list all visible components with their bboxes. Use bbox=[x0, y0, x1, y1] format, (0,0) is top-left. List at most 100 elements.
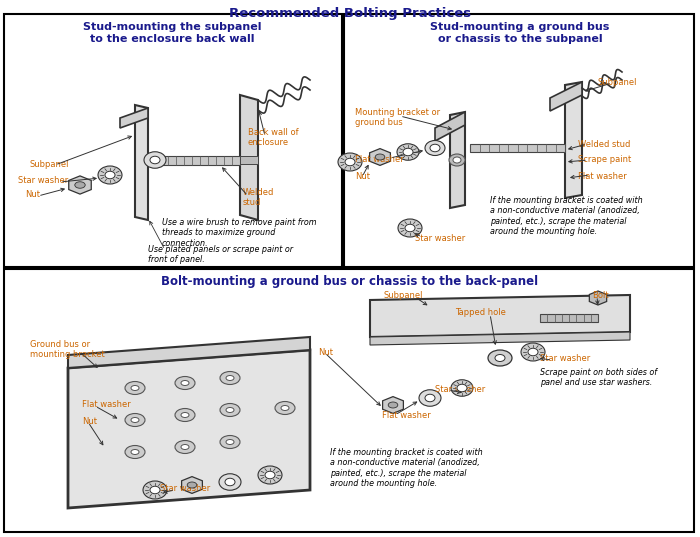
Polygon shape bbox=[435, 112, 465, 141]
Ellipse shape bbox=[258, 466, 282, 484]
Text: Flat washer: Flat washer bbox=[82, 400, 131, 409]
FancyBboxPatch shape bbox=[240, 156, 258, 164]
Text: Use a wire brush to remove paint from
threads to maximize ground
connection.: Use a wire brush to remove paint from th… bbox=[162, 218, 316, 248]
Polygon shape bbox=[450, 112, 465, 208]
Text: Star washer: Star washer bbox=[540, 354, 590, 363]
Ellipse shape bbox=[226, 375, 234, 381]
Text: If the mounting bracket is coated with
a non-conductive material (anodized,
pain: If the mounting bracket is coated with a… bbox=[490, 196, 643, 236]
Ellipse shape bbox=[453, 157, 461, 163]
Text: Flat washer: Flat washer bbox=[382, 411, 430, 420]
Ellipse shape bbox=[449, 154, 465, 166]
Ellipse shape bbox=[125, 413, 145, 426]
Ellipse shape bbox=[405, 224, 415, 232]
Ellipse shape bbox=[425, 394, 435, 402]
Text: Bolt: Bolt bbox=[592, 291, 608, 300]
Text: Bolt-mounting a ground bus or chassis to the back-panel: Bolt-mounting a ground bus or chassis to… bbox=[162, 275, 538, 288]
Ellipse shape bbox=[181, 445, 189, 449]
Polygon shape bbox=[370, 295, 630, 337]
Ellipse shape bbox=[150, 156, 160, 164]
Ellipse shape bbox=[403, 148, 413, 156]
Ellipse shape bbox=[430, 144, 440, 152]
Text: Subpanel: Subpanel bbox=[598, 78, 638, 87]
Text: Star washer: Star washer bbox=[435, 385, 485, 394]
Ellipse shape bbox=[495, 354, 505, 361]
Ellipse shape bbox=[265, 471, 275, 479]
Ellipse shape bbox=[220, 403, 240, 417]
Ellipse shape bbox=[425, 141, 445, 156]
Ellipse shape bbox=[219, 474, 241, 490]
Polygon shape bbox=[240, 95, 258, 220]
Ellipse shape bbox=[131, 449, 139, 454]
Text: Ground bus or
mounting bracket: Ground bus or mounting bracket bbox=[30, 340, 105, 359]
Ellipse shape bbox=[398, 219, 422, 237]
Ellipse shape bbox=[175, 376, 195, 389]
Ellipse shape bbox=[143, 481, 167, 499]
Ellipse shape bbox=[389, 402, 398, 408]
Ellipse shape bbox=[125, 446, 145, 459]
Text: Back wall of
enclosure: Back wall of enclosure bbox=[248, 128, 299, 147]
FancyBboxPatch shape bbox=[160, 156, 240, 164]
FancyBboxPatch shape bbox=[470, 144, 565, 152]
Ellipse shape bbox=[175, 409, 195, 422]
Ellipse shape bbox=[338, 153, 362, 171]
Ellipse shape bbox=[187, 482, 197, 488]
Ellipse shape bbox=[225, 478, 235, 486]
Polygon shape bbox=[589, 291, 607, 305]
Text: Flat washer: Flat washer bbox=[578, 172, 626, 181]
Ellipse shape bbox=[457, 384, 467, 392]
Text: Subpanel: Subpanel bbox=[383, 291, 423, 300]
Polygon shape bbox=[550, 82, 582, 111]
Text: Nut: Nut bbox=[82, 417, 97, 426]
FancyBboxPatch shape bbox=[4, 269, 694, 532]
Ellipse shape bbox=[451, 380, 473, 396]
FancyBboxPatch shape bbox=[344, 14, 694, 267]
Text: Star washer: Star washer bbox=[160, 484, 210, 493]
Ellipse shape bbox=[281, 405, 289, 410]
Ellipse shape bbox=[275, 402, 295, 415]
Text: Stud-mounting a ground bus
or chassis to the subpanel: Stud-mounting a ground bus or chassis to… bbox=[430, 22, 610, 43]
Polygon shape bbox=[69, 176, 91, 194]
Polygon shape bbox=[565, 82, 582, 198]
Ellipse shape bbox=[226, 439, 234, 445]
Text: Flat washer: Flat washer bbox=[355, 155, 404, 164]
Text: Nut: Nut bbox=[25, 190, 40, 199]
Ellipse shape bbox=[75, 182, 85, 188]
Text: Mounting bracket or
ground bus: Mounting bracket or ground bus bbox=[355, 108, 440, 127]
Polygon shape bbox=[370, 149, 391, 165]
Polygon shape bbox=[68, 350, 310, 508]
Ellipse shape bbox=[521, 343, 545, 361]
Text: Nut: Nut bbox=[355, 172, 370, 181]
Ellipse shape bbox=[181, 412, 189, 417]
Ellipse shape bbox=[488, 350, 512, 366]
Polygon shape bbox=[181, 477, 202, 494]
Polygon shape bbox=[68, 337, 310, 368]
Ellipse shape bbox=[144, 152, 166, 168]
Text: Stud-mounting the subpanel
to the enclosure back wall: Stud-mounting the subpanel to the enclos… bbox=[83, 22, 261, 43]
Ellipse shape bbox=[125, 381, 145, 395]
Ellipse shape bbox=[181, 381, 189, 386]
Ellipse shape bbox=[105, 171, 115, 179]
Text: Star washer: Star washer bbox=[415, 234, 466, 243]
Text: Welded stud: Welded stud bbox=[578, 140, 631, 149]
Text: Scrape paint on both sides of
panel and use star washers.: Scrape paint on both sides of panel and … bbox=[540, 368, 657, 387]
Ellipse shape bbox=[226, 408, 234, 412]
Ellipse shape bbox=[397, 144, 419, 160]
Ellipse shape bbox=[175, 440, 195, 454]
Ellipse shape bbox=[419, 390, 441, 407]
Text: Welded
stud: Welded stud bbox=[243, 188, 274, 207]
Text: Subpanel: Subpanel bbox=[30, 160, 69, 169]
Ellipse shape bbox=[98, 166, 122, 184]
Polygon shape bbox=[120, 108, 148, 128]
FancyBboxPatch shape bbox=[4, 14, 342, 267]
Polygon shape bbox=[135, 105, 148, 220]
FancyBboxPatch shape bbox=[540, 314, 598, 322]
Ellipse shape bbox=[150, 486, 160, 494]
Text: Recommended Bolting Practices: Recommended Bolting Practices bbox=[229, 7, 471, 20]
Ellipse shape bbox=[131, 417, 139, 423]
Ellipse shape bbox=[220, 372, 240, 384]
Ellipse shape bbox=[345, 158, 355, 166]
Text: Scrape paint: Scrape paint bbox=[578, 155, 631, 164]
Polygon shape bbox=[370, 332, 630, 345]
Ellipse shape bbox=[131, 386, 139, 390]
Polygon shape bbox=[383, 397, 403, 413]
